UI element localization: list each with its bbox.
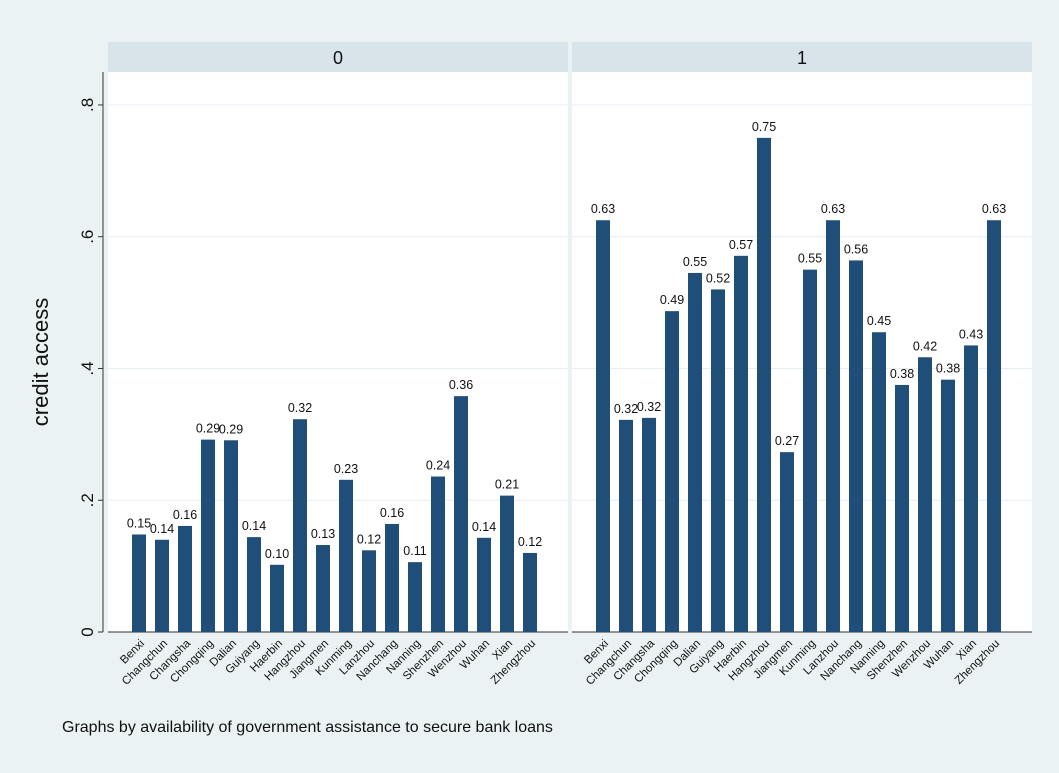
bar-value-label: 0.63	[982, 202, 1006, 216]
bar	[247, 537, 261, 632]
bar	[711, 289, 725, 632]
y-tick-label: .4	[78, 361, 97, 375]
bar-value-label: 0.23	[334, 462, 358, 476]
bar	[201, 439, 215, 632]
bar	[178, 525, 192, 632]
bar-value-label: 0.12	[357, 532, 381, 546]
bar-value-label: 0.75	[752, 120, 776, 134]
bar	[316, 545, 330, 632]
bar-value-label: 0.11	[403, 544, 426, 558]
bar	[339, 479, 353, 632]
bar	[619, 419, 633, 632]
bar-value-label: 0.10	[265, 547, 289, 561]
bar	[665, 311, 679, 632]
bar-value-label: 0.52	[706, 271, 730, 285]
panel-title: 1	[797, 48, 807, 68]
bar-value-label: 0.29	[219, 422, 243, 436]
bar	[596, 220, 610, 632]
bar-value-label: 0.43	[959, 327, 983, 341]
bar	[477, 537, 491, 632]
bar-value-label: 0.55	[798, 252, 822, 266]
chart-panels: 0.2.4.6.800.15Benxi0.14Changchun0.16Chan…	[78, 42, 1032, 688]
bar-value-label: 0.29	[196, 422, 220, 436]
bar-value-label: 0.21	[495, 478, 519, 492]
bar	[642, 417, 656, 632]
bar	[500, 495, 514, 632]
bar	[803, 269, 817, 632]
bar-value-label: 0.42	[913, 339, 937, 353]
bar	[964, 345, 978, 632]
bar-value-label: 0.57	[729, 238, 753, 252]
bar	[454, 396, 468, 632]
bar-value-label: 0.55	[683, 255, 707, 269]
bar-value-label: 0.56	[844, 242, 868, 256]
bar-value-label: 0.16	[173, 508, 197, 522]
y-tick-label: 0	[78, 627, 97, 636]
panel-1: 10.63Benxi0.32Changchun0.32Changsha0.49C…	[572, 42, 1032, 688]
bar-value-label: 0.27	[775, 434, 799, 448]
bar-value-label: 0.14	[242, 519, 266, 533]
bar-value-label: 0.32	[637, 400, 661, 414]
bar	[826, 220, 840, 632]
y-axis-label: credit access	[28, 298, 53, 426]
bar-value-label: 0.16	[380, 506, 404, 520]
bar	[849, 260, 863, 632]
bar-value-label: 0.14	[472, 520, 496, 534]
bar-value-label: 0.38	[936, 362, 960, 376]
graph-note: Graphs by availability of government ass…	[62, 719, 553, 736]
y-tick-label: .2	[78, 493, 97, 507]
bar-value-label: 0.15	[127, 516, 151, 530]
bar	[757, 137, 771, 632]
bar-value-label: 0.13	[311, 527, 335, 541]
bar	[155, 539, 169, 632]
panel-plot-area	[572, 72, 1032, 632]
bar	[224, 440, 238, 632]
bar-value-label: 0.12	[518, 535, 542, 549]
bar	[872, 332, 886, 632]
bar-value-label: 0.63	[591, 202, 615, 216]
bar-value-label: 0.24	[426, 459, 450, 473]
bar	[385, 523, 399, 632]
bar-value-label: 0.45	[867, 314, 891, 328]
bar	[918, 357, 932, 632]
panel-header	[572, 42, 1032, 72]
bar	[408, 562, 422, 632]
bar-value-label: 0.38	[890, 367, 914, 381]
bar-value-label: 0.49	[660, 293, 684, 307]
bar	[780, 452, 794, 632]
bar	[293, 419, 307, 632]
bar	[523, 552, 537, 632]
bar-value-label: 0.36	[449, 378, 473, 392]
bar	[688, 272, 702, 632]
bar	[895, 384, 909, 632]
bar	[362, 550, 376, 632]
y-tick-label: .8	[78, 98, 97, 112]
bar	[431, 476, 445, 632]
bar	[132, 534, 146, 632]
bar	[987, 220, 1001, 632]
bar-value-label: 0.14	[150, 522, 174, 536]
bar	[941, 379, 955, 632]
bar	[270, 564, 284, 632]
bar-value-label: 0.32	[614, 402, 638, 416]
bar-value-label: 0.63	[821, 202, 845, 216]
y-tick-label: .6	[78, 230, 97, 244]
panel-plot-area	[108, 72, 568, 632]
panel-0: 00.15Benxi0.14Changchun0.16Changsha0.29C…	[108, 42, 568, 688]
panel-title: 0	[333, 48, 343, 68]
panel-header	[108, 42, 568, 72]
bar	[734, 255, 748, 632]
bar-value-label: 0.32	[288, 401, 312, 415]
